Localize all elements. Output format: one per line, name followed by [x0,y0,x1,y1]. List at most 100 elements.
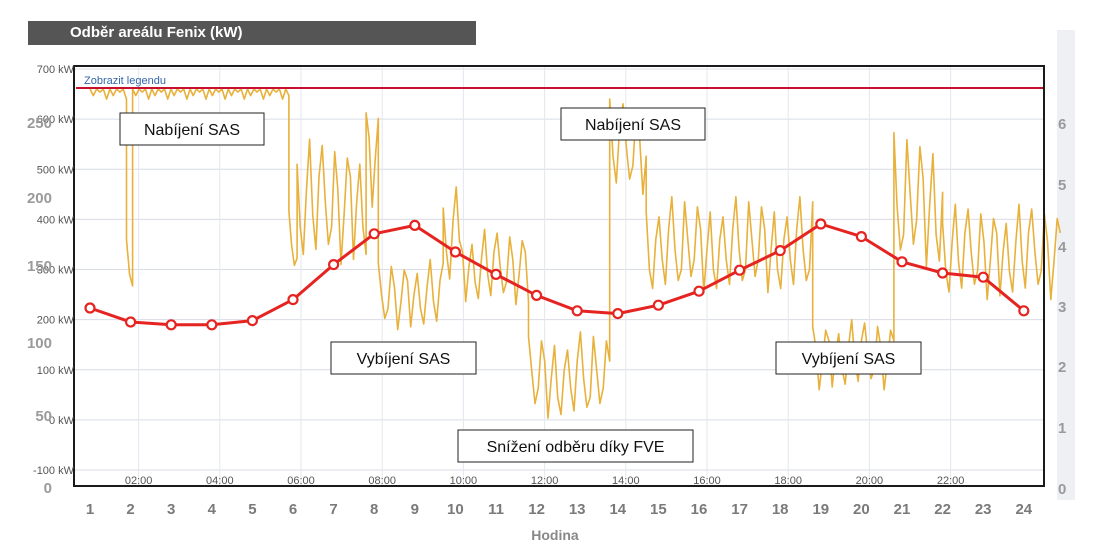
profile-point [693,285,705,297]
x-tick-label-hour: 5 [248,501,256,518]
annotation-box: Nabíjení SAS [560,107,706,141]
y-tick-label-right: 5 [1058,177,1066,194]
x-tick-label-hour: 14 [609,501,626,518]
y-tick-label-right: 6 [1058,116,1066,133]
x-tick-label-hour: 12 [528,501,545,518]
x-tick-label-hour: 6 [289,501,297,518]
annotation-label: Vybíjení SAS [357,351,451,368]
x-tick-label-hour: 11 [488,501,504,518]
y-tick-label-kw: 0 kW [49,415,75,427]
x-tick-label-hour: 3 [167,501,175,518]
annotation-frame [775,341,922,375]
x-tick-label-hour: 10 [447,501,464,518]
annotation-box: Vybíjení SAS [330,341,477,375]
x-tick-label-hour: 19 [812,501,829,518]
annotation-label: Vybíjení SAS [802,351,896,368]
plot-frame [73,65,1045,487]
y-tick-label-right: 4 [1058,239,1067,256]
profile-point [490,268,502,280]
x-tick-label-hour: 18 [772,501,789,518]
profile-point [206,319,218,331]
profile-point [449,246,461,258]
y-tick-label-kw: 600 kW [37,114,75,126]
x-tick-label-hour: 15 [650,501,667,518]
x-tick-label-time: 20:00 [856,475,884,487]
x-tick-label-time: 22:00 [937,475,965,487]
annotation-label: Nabíjení SAS [144,122,240,139]
profile-point [977,271,989,283]
x-tick-label-time: 14:00 [612,475,640,487]
x-tick-label-time: 16:00 [693,475,721,487]
profile-point [936,267,949,279]
x-tick-label-hour: 8 [370,501,378,518]
profile-point [287,294,299,306]
y-tick-label-outer: 150 [27,258,52,275]
y-tick-label-right: 3 [1058,299,1066,316]
load-trace [89,88,1062,419]
y-tick-label-right: 1 [1058,420,1066,437]
annotations: Nabíjení SAS Nabíjení SAS Vybíjení SAS Vybí… [119,107,922,463]
x-tick-label-time: 06:00 [287,475,315,487]
annotation-label: Snížení odběru díky FVE [487,439,665,456]
x-tick-label-time: 08:00 [368,475,396,487]
y-tick-label-outer: 100 [27,335,52,352]
profile-point [612,308,624,320]
profile-line [89,222,1025,327]
right-scroll-strip [1057,30,1075,500]
profile-point [733,264,746,276]
profile-point [84,302,96,314]
x-tick-label-hour: 21 [894,501,911,518]
chart-title: Odběr areálu Fenix (kW) [70,24,243,41]
y-tick-label-outer: 200 [27,190,52,207]
x-tick-label-hour: 7 [329,501,337,518]
x-tick-label-hour: 16 [691,501,708,518]
annotation-box: Snížení odběru díky FVE [457,429,694,463]
profile-point [409,219,421,231]
legend-toggle[interactable]: Zobrazit legendu [84,75,166,87]
x-tick-label-hour: 13 [569,501,586,518]
x-tick-label-time: 02:00 [125,475,153,487]
x-tick-label-time: 04:00 [206,475,234,487]
annotation-label: Nabíjení SAS [585,117,681,134]
profile-point [1018,305,1030,317]
y-tick-label-kw: 700 kW [37,64,75,76]
profile-point [328,259,340,271]
y-tick-label-kw: 300 kW [37,265,75,277]
chart-title-bar: Odběr areálu Fenix (kW) [28,21,476,45]
x-tick-label-hour: 22 [934,501,951,518]
profile-point [652,299,665,311]
profile-point [774,245,786,257]
y-tick-label-right: 2 [1058,359,1066,376]
y-tick-label-kw: 100 kW [37,365,75,377]
profile-point [246,315,258,327]
x-tick-label-time: 18:00 [774,475,802,487]
annotation-frame [119,112,265,146]
y-tick-label-outer: 50 [35,408,52,425]
profile-point [165,319,177,331]
profile-series [84,218,1030,331]
annotation-frame [560,107,706,141]
annotation-frame [457,429,694,463]
profile-point [368,228,380,240]
load-series [89,88,1062,419]
annotation-box: Nabíjení SAS [119,112,265,146]
x-tick-label-time: 12:00 [531,475,559,487]
x-tick-label-hour: 23 [975,501,992,518]
x-tick-label-hour: 4 [208,501,217,518]
x-tick-label-hour: 17 [731,501,748,518]
annotation-frame [330,341,477,375]
profile-point [896,256,908,268]
y-tick-label-kw: 500 kW [37,164,75,176]
x-tick-label-hour: 9 [411,501,419,518]
profile-point [815,218,827,230]
annotation-box: Vybíjení SAS [775,341,922,375]
profile-point [125,316,137,328]
y-tick-label-outer: 250 [27,115,52,132]
x-tick-label-hour: 2 [126,501,134,518]
y-tick-label-kw: 200 kW [37,315,75,327]
x-tick-label-hour: 24 [1015,501,1032,518]
y-tick-label-kw: -100 kW [33,465,75,477]
profile-point [855,231,868,243]
